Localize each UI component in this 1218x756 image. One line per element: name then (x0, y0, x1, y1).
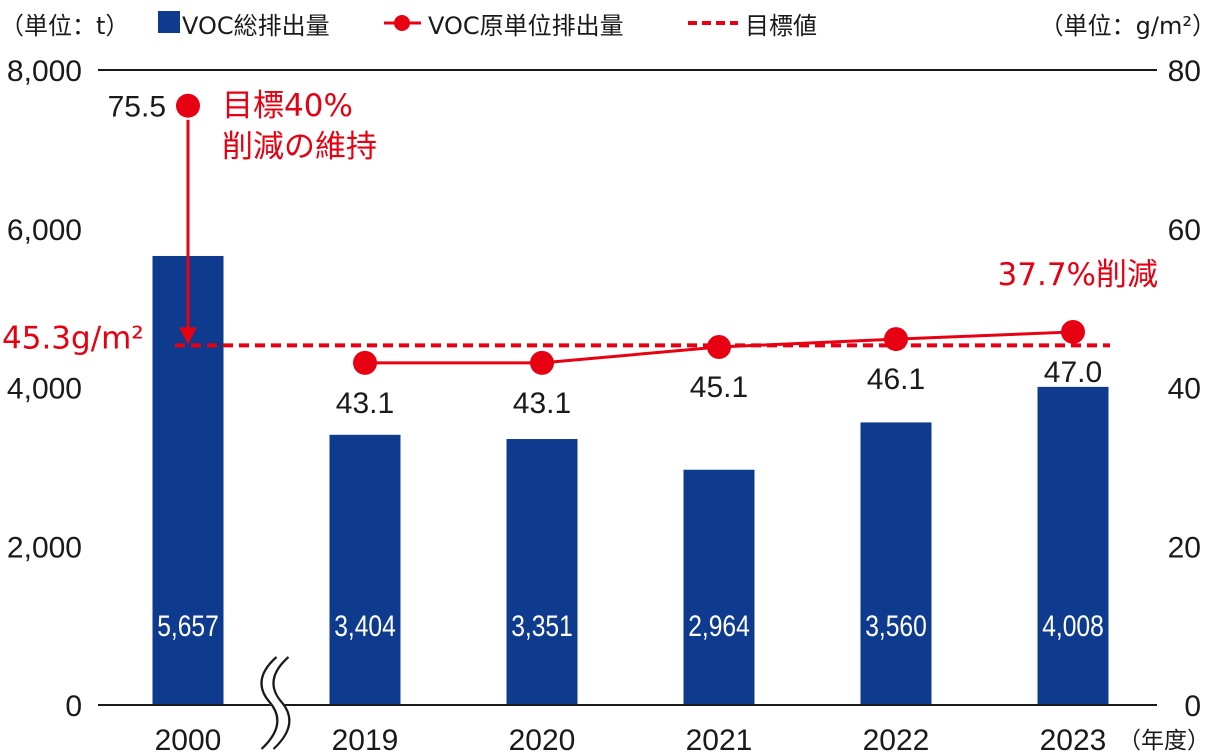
right-axis-tick-label: 0 (1184, 690, 1201, 723)
line-value-label: 47.0 (1044, 356, 1102, 389)
line-value-label: 43.1 (513, 387, 571, 420)
axes: 0 2,000 4,000 6,000 8,000 0 20 40 60 80 (7, 55, 1201, 723)
line-value-label: 43.1 (336, 387, 394, 420)
line-point-2022 (884, 327, 908, 352)
line-value-label: 75.5 (108, 91, 166, 124)
x-axis-tick-label: 2023 (1040, 724, 1107, 756)
right-axis-unit: （単位：g/m²） (1040, 12, 1216, 40)
left-axis: 0 2,000 4,000 6,000 8,000 (7, 55, 82, 723)
x-axis-tick-label: 2021 (686, 724, 753, 756)
x-axis-tick-label: 2000 (155, 724, 222, 756)
axis-break-wave-right (272, 656, 291, 750)
line-value-label: 46.1 (867, 363, 925, 396)
annotation-target-line-2: 削減の維持 (222, 129, 377, 165)
left-axis-unit: （単位：t） (0, 12, 129, 40)
x-axis-unit: （年度） (1118, 728, 1210, 754)
arrow-head (179, 327, 197, 345)
annotation-target-line-1: 目標40% (222, 88, 353, 124)
line-value-label: 45.1 (690, 371, 748, 404)
legend-swatch-bar (158, 11, 180, 33)
bar-value-label: 3,560 (865, 610, 927, 643)
target-value-label: 45.3g/m² (2, 320, 144, 356)
axis-break-symbol (260, 652, 291, 754)
line-point-2019 (353, 350, 377, 375)
x-axis-tick-label: 2020 (509, 724, 576, 756)
reduction-arrow (179, 119, 197, 345)
left-axis-tick-label: 4,000 (7, 373, 82, 406)
right-axis-tick-label: 40 (1168, 373, 1201, 406)
right-axis-tick-label: 60 (1168, 214, 1201, 247)
right-axis: 0 20 40 60 80 (1168, 55, 1201, 723)
left-axis-tick-label: 6,000 (7, 214, 82, 247)
line-point-2023 (1061, 319, 1085, 344)
x-axis-tick-label: 2019 (332, 724, 399, 756)
bar-2022 (860, 422, 932, 705)
legend: （単位：t） VOC総排出量 VOC原単位排出量 目標値 （単位：g/m²） (0, 11, 1216, 40)
bar-2023 (1037, 386, 1109, 705)
bar-value-label: 5,657 (157, 610, 219, 643)
left-axis-tick-label: 8,000 (7, 55, 82, 88)
axis-break-gap (261, 652, 290, 754)
bar-value-label: 4,008 (1042, 610, 1104, 643)
axis-break-wave-left (260, 656, 279, 750)
left-axis-tick-label: 0 (65, 690, 82, 723)
legend-label-target: 目標値 (745, 12, 817, 40)
left-axis-tick-label: 2,000 (7, 531, 82, 564)
bar-2021 (683, 469, 755, 705)
annotation-reduction: 37.7%削減 (998, 257, 1158, 293)
right-axis-tick-label: 80 (1168, 55, 1201, 88)
line-point-2020 (530, 350, 554, 375)
x-axis-tick-label: 2022 (863, 724, 930, 756)
bar-series: 5,657 3,404 3,351 2,964 3,560 4,008 (152, 255, 1109, 705)
intensity-points (176, 93, 1085, 375)
x-axis: 2000 2019 2020 2021 2022 2023 (155, 724, 1107, 756)
line-point-2000 (176, 93, 200, 118)
line-point-2021 (707, 335, 731, 360)
legend-label-total-emissions: VOC総排出量 (182, 12, 330, 40)
bar-2019 (329, 434, 401, 705)
legend-swatch-dot (394, 15, 410, 31)
legend-label-intensity: VOC原単位排出量 (428, 12, 624, 40)
bar-2020 (506, 439, 578, 705)
bar-value-label: 3,351 (511, 610, 573, 643)
intensity-labels: 75.5 43.1 43.1 45.1 46.1 47.0 (108, 91, 1103, 420)
bar-value-label: 3,404 (334, 610, 396, 643)
bar-value-label: 2,964 (688, 610, 750, 643)
right-axis-tick-label: 20 (1168, 531, 1201, 564)
